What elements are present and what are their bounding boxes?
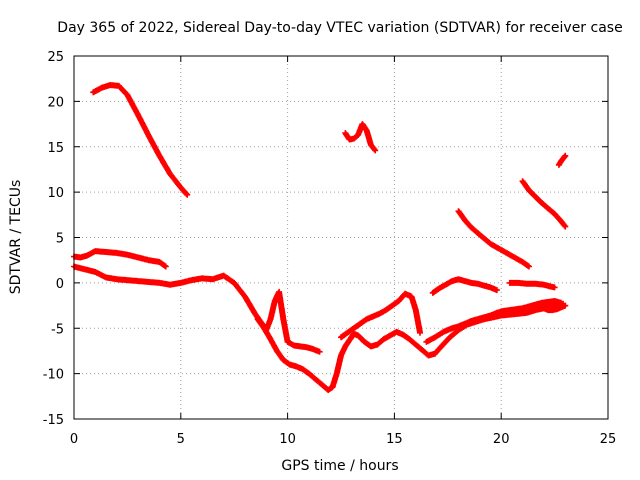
series-markers xyxy=(506,279,558,291)
y-tick-label: -15 xyxy=(43,413,64,428)
series-arc-12 xyxy=(555,152,569,168)
y-tick-label: -10 xyxy=(43,368,64,383)
series-arc-13 xyxy=(532,301,569,314)
x-axis-label: GPS time / hours xyxy=(281,458,398,474)
series-arc-7 xyxy=(423,298,564,345)
y-tick-label: -5 xyxy=(51,322,64,337)
x-tick-label: 0 xyxy=(70,432,78,447)
x-tick-label: 5 xyxy=(177,432,185,447)
series-markers xyxy=(429,276,500,296)
series-markers xyxy=(519,178,569,230)
series-markers xyxy=(455,208,532,270)
series-arc-1 xyxy=(90,82,191,198)
series-arc-3 xyxy=(71,248,169,270)
series-arc-10 xyxy=(506,279,558,291)
x-tick-label: 15 xyxy=(386,432,403,447)
plot-frame xyxy=(73,55,609,420)
y-tick-label: 15 xyxy=(47,141,64,156)
series-markers xyxy=(71,248,169,270)
series-markers xyxy=(532,301,569,314)
y-axis-label: SDTVAR / TECUs xyxy=(8,180,24,295)
x-tick-label: 20 xyxy=(493,432,510,447)
y-tick-label: 10 xyxy=(47,186,64,201)
series-markers xyxy=(342,121,379,154)
series-arc-11 xyxy=(519,178,569,230)
series-markers xyxy=(338,290,423,341)
x-tick-label: 25 xyxy=(600,432,617,447)
series-markers xyxy=(555,152,569,168)
y-tick-label: 20 xyxy=(47,95,64,110)
series-markers xyxy=(71,263,323,355)
series-arc-2 xyxy=(342,121,379,154)
series-markers xyxy=(90,82,191,198)
x-tick-label: 10 xyxy=(279,432,296,447)
data-points xyxy=(71,82,569,393)
series-arc-8 xyxy=(455,208,532,270)
series-arc-6 xyxy=(338,290,423,341)
y-tick-label: 5 xyxy=(56,232,64,247)
series-markers xyxy=(423,298,564,345)
chart-title: Day 365 of 2022, Sidereal Day-to-day VTE… xyxy=(57,20,622,36)
y-tick-label: 25 xyxy=(47,50,64,65)
series-arc-4 xyxy=(71,263,323,355)
y-tick-label: 0 xyxy=(56,277,64,292)
series-arc-9 xyxy=(429,276,500,296)
